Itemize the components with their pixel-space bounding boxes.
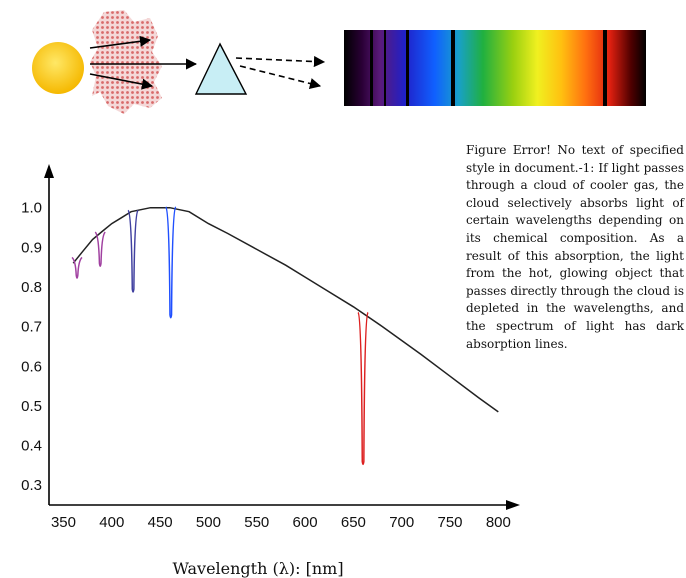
gas-cloud-icon	[90, 10, 162, 114]
x-tick-label: 650	[341, 514, 366, 531]
absorption-line	[128, 210, 138, 292]
x-tick-label: 800	[486, 514, 511, 531]
x-tick-labels: 350 400 450 500 550 600 650 700 750 800	[51, 514, 511, 531]
y-tick-label: 0.6	[21, 358, 42, 375]
y-tick-label: 1.0	[21, 200, 42, 217]
x-tick-label: 750	[438, 514, 463, 531]
prism-icon	[196, 44, 246, 94]
x-tick-label: 600	[293, 514, 318, 531]
x-tick-label: 500	[196, 514, 221, 531]
y-tick-label: 0.5	[21, 398, 42, 415]
y-tick-label: 0.8	[21, 279, 42, 296]
intensity-chart: 0.3 0.4 0.5 0.6 0.7 0.8 0.9 1.0 350 400 450 500 550…	[21, 164, 520, 578]
x-tick-label: 700	[389, 514, 414, 531]
x-tick-label: 450	[148, 514, 173, 531]
x-axis-title: Wavelength (λ): [nm]	[172, 559, 343, 578]
sun-icon	[32, 42, 84, 94]
dispersed-light-arrows	[236, 58, 324, 86]
y-axis-arrow	[44, 164, 54, 178]
absorption-line	[72, 257, 82, 278]
absorption-line	[358, 312, 368, 464]
figure-caption: Figure Error! No text of specified style…	[466, 142, 684, 353]
x-tick-label: 550	[244, 514, 269, 531]
y-tick-label: 0.4	[21, 438, 42, 455]
y-tick-labels: 0.3 0.4 0.5 0.6 0.7 0.8 0.9 1.0	[21, 200, 42, 494]
absorption-dips	[72, 207, 368, 464]
y-tick-label: 0.9	[21, 239, 42, 256]
y-tick-label: 0.3	[21, 477, 42, 494]
absorption-line	[95, 232, 105, 266]
intensity-curve	[73, 208, 498, 412]
y-tick-label: 0.7	[21, 319, 42, 336]
x-tick-label: 350	[51, 514, 76, 531]
x-axis-arrow	[506, 500, 520, 510]
schematic	[32, 10, 646, 114]
x-tick-label: 400	[99, 514, 124, 531]
absorption-line	[166, 207, 176, 318]
absorption-spectrum-strip	[344, 30, 646, 106]
